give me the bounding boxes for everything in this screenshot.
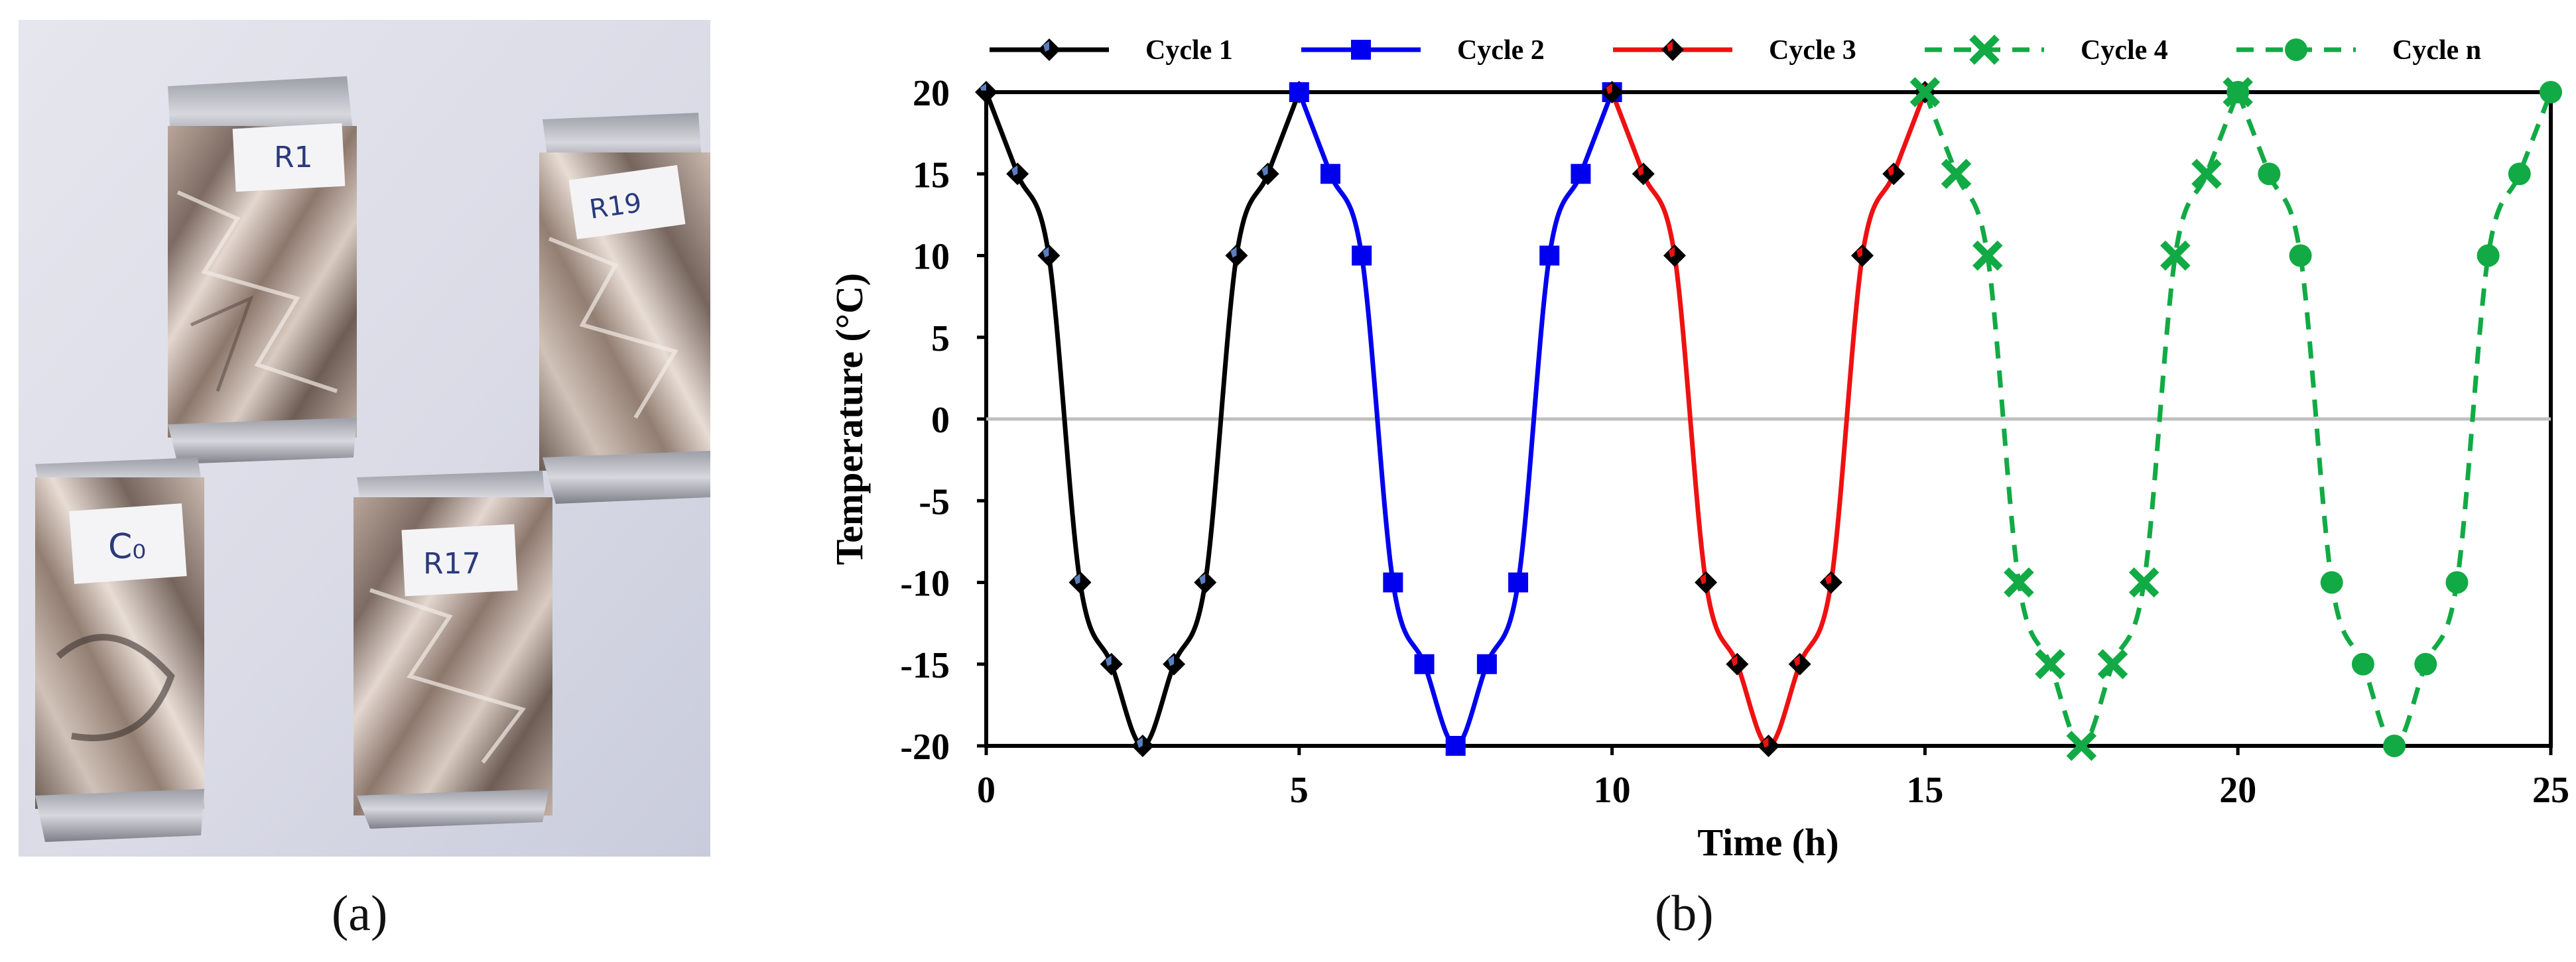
y-tick-label: 10 [913, 237, 950, 278]
sample-label-c0: C₀ [69, 503, 187, 584]
data-point-cycle-2 [1289, 82, 1309, 102]
data-point-cycle-4 [2004, 567, 2034, 598]
x-tick-label: 5 [1290, 770, 1309, 811]
data-point-cycle-1 [1006, 162, 1029, 186]
x-axis-title: Time (h) [1697, 821, 1838, 864]
legend-entry-cycle-n: Cycle n [2236, 35, 2481, 66]
legend-marker-cycle-2 [1351, 40, 1371, 60]
legend-marker-cycle-3 [1661, 38, 1684, 61]
data-point-cycle-2 [1414, 654, 1435, 674]
legend-entry-cycle-4: Cycle 4 [1925, 34, 2168, 66]
sample-label-r19: R19 [568, 164, 686, 239]
data-point-cycle-n [2445, 571, 2469, 594]
data-point-cycle-n [2289, 244, 2312, 267]
caption-panel-b: (b) [1655, 886, 1714, 941]
data-point-cycle-4 [1972, 240, 2003, 271]
foil-block-r19 [539, 113, 710, 504]
legend-marker-cycle-1 [1038, 38, 1061, 61]
x-tick-label: 10 [1594, 770, 1631, 811]
sample-label-r1: R1 [232, 123, 346, 192]
y-tick-label: -10 [900, 564, 950, 605]
data-point-cycle-4 [2035, 648, 2065, 680]
legend-marker-cycle-n [2285, 38, 2307, 61]
caption-panel-a: (a) [332, 886, 388, 941]
data-point-cycle-1 [1256, 162, 1279, 186]
data-point-cycle-3 [1600, 81, 1624, 103]
data-point-cycle-n [2320, 571, 2343, 594]
x-tick-label: 0 [977, 770, 996, 811]
data-point-cycle-1 [1163, 652, 1186, 676]
y-tick-label: 5 [931, 318, 950, 359]
y-tick-label: -15 [900, 645, 950, 686]
legend-label-cycle-4: Cycle 4 [2081, 35, 2168, 66]
y-tick-label: 0 [931, 400, 950, 441]
data-point-cycle-n [2226, 81, 2250, 103]
data-point-cycle-4 [2128, 567, 2159, 598]
sample-photo: R1 R19 C₀ R17 [19, 20, 710, 857]
data-point-cycle-4 [1909, 77, 1941, 107]
data-point-cycle-n [2383, 735, 2406, 757]
data-point-cycle-4 [2066, 731, 2097, 761]
data-point-cycle-3 [1788, 652, 1811, 676]
data-point-cycle-4 [2191, 158, 2222, 190]
data-point-cycle-1 [1225, 244, 1248, 267]
y-tick-label: 20 [913, 73, 950, 114]
data-point-cycle-n [2508, 162, 2531, 186]
data-point-cycle-2 [1539, 245, 1560, 266]
data-point-cycle-2 [1445, 736, 1466, 756]
data-point-cycle-1 [1068, 571, 1092, 594]
svg-text:C₀: C₀ [108, 527, 146, 567]
data-point-cycle-2 [1352, 245, 1372, 266]
data-point-cycle-1 [1194, 571, 1217, 594]
y-tick-label: 15 [913, 154, 950, 196]
data-point-cycle-2 [1571, 164, 1591, 184]
y-axis-title: Temperature (°C) [828, 273, 871, 565]
data-point-cycle-3 [1882, 162, 1905, 186]
svg-text:R1: R1 [274, 141, 313, 174]
data-point-cycle-3 [1757, 735, 1780, 757]
data-point-cycle-n [2414, 652, 2437, 676]
data-point-cycle-1 [1037, 244, 1061, 267]
y-tick-label: -20 [900, 727, 950, 768]
x-tick-label: 25 [2532, 770, 2569, 811]
data-point-cycle-4 [2160, 240, 2191, 271]
data-point-cycle-1 [1131, 735, 1154, 757]
legend-marker-cycle-4 [1969, 34, 2000, 65]
data-point-cycle-4 [1941, 158, 1972, 190]
data-point-cycle-2 [1508, 572, 1529, 593]
data-point-cycle-3 [1726, 652, 1749, 676]
legend-entry-cycle-2: Cycle 2 [1301, 35, 1545, 66]
data-point-cycle-3 [1695, 571, 1718, 594]
legend-label-cycle-1: Cycle 1 [1145, 35, 1233, 66]
legend-label-cycle-n: Cycle n [2392, 35, 2481, 66]
temperature-cycle-chart: 20 15 10 5 0 -5 -10 -15 -20 0 5 10 15 20 25 Cycle 1 Cyc… [816, 7, 2576, 962]
data-point-cycle-4 [2097, 648, 2128, 680]
data-point-cycle-n [2540, 81, 2562, 103]
legend-entry-cycle-1: Cycle 1 [990, 35, 1233, 66]
legend-label-cycle-2: Cycle 2 [1457, 35, 1545, 66]
data-point-cycle-3 [1663, 244, 1686, 267]
svg-text:R17: R17 [423, 547, 481, 581]
data-point-cycle-1 [1100, 652, 1123, 676]
foil-block-r17 [354, 471, 552, 829]
legend-label-cycle-3: Cycle 3 [1769, 35, 1856, 66]
x-tick-label: 15 [1906, 770, 1943, 811]
data-point-cycle-2 [1383, 572, 1403, 593]
data-point-cycle-3 [1632, 162, 1655, 186]
data-point-cycle-3 [1851, 244, 1874, 267]
data-point-cycle-3 [1819, 571, 1842, 594]
svg-text:R19: R19 [588, 188, 643, 225]
data-point-cycle-n [2258, 162, 2281, 186]
y-tick-label: -5 [919, 481, 950, 522]
data-point-cycle-n [2477, 244, 2500, 267]
legend-entry-cycle-3: Cycle 3 [1613, 35, 1856, 66]
data-point-cycle-2 [1320, 164, 1340, 184]
x-tick-label: 20 [2219, 770, 2256, 811]
data-point-cycle-2 [1476, 654, 1497, 674]
sample-label-r17: R17 [401, 524, 518, 597]
data-point-cycle-n [2351, 652, 2374, 676]
